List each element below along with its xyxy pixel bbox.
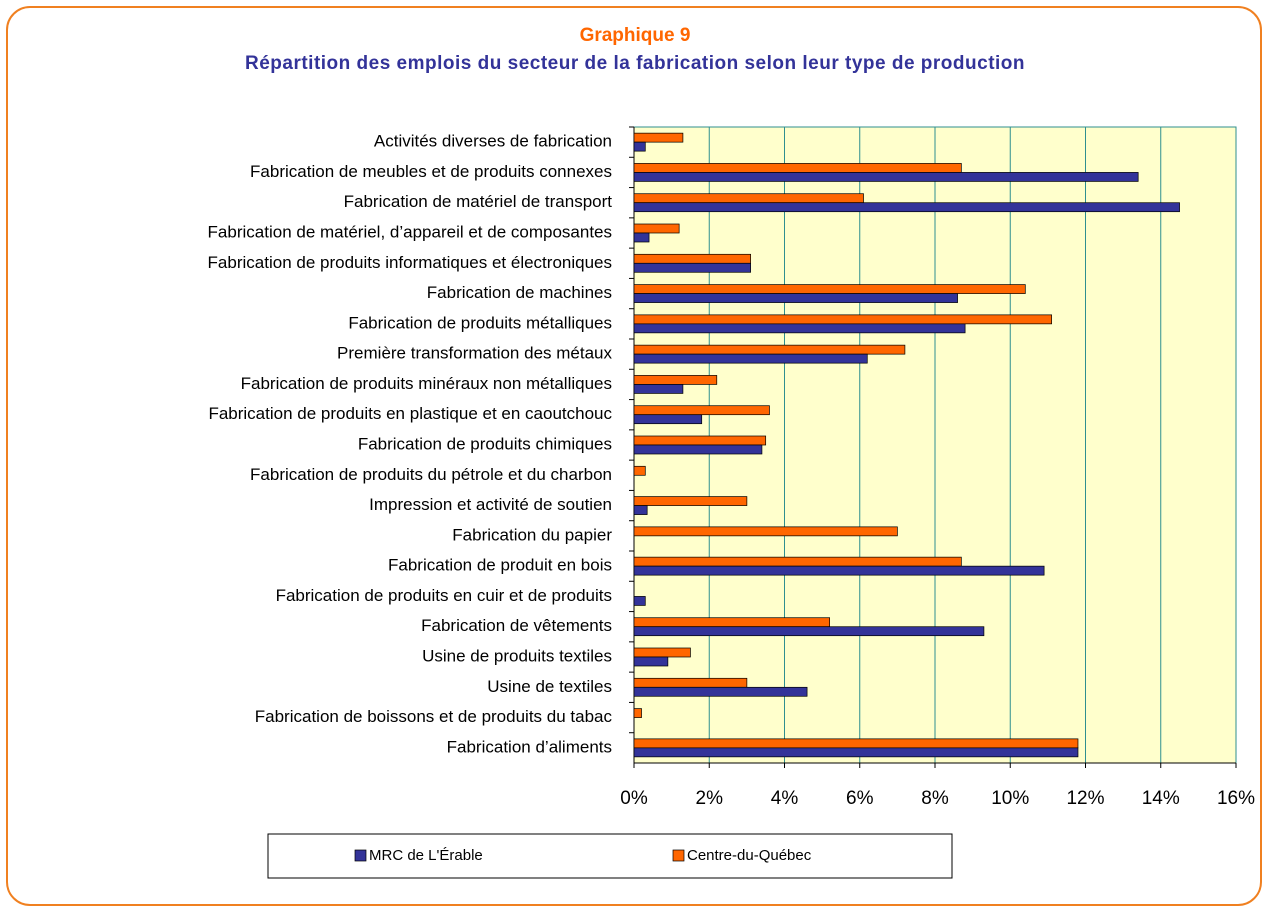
bar (633, 647, 691, 658)
bar (633, 596, 646, 606)
bar (633, 284, 1026, 294)
bar (633, 202, 1180, 213)
x-tick-label: 12% (1066, 788, 1104, 809)
legend-swatch (672, 849, 685, 862)
bar (633, 565, 1045, 576)
bar (633, 193, 864, 204)
bar (633, 465, 646, 476)
x-tick-label: 14% (1142, 788, 1180, 809)
bar (633, 375, 718, 385)
y-tick-label: Fabrication de machines (427, 283, 612, 302)
chart-subtitle: Répartition des emplois du secteur de la… (244, 53, 1026, 74)
y-tick-label: Impression et activité de soutien (369, 495, 612, 514)
x-tick-label: 2% (696, 788, 724, 809)
legend-swatch (354, 849, 367, 862)
y-tick-label: Fabrication du papier (452, 525, 612, 544)
bar (633, 223, 680, 234)
y-tick-label: Fabrication de matériel de transport (344, 192, 613, 211)
y-tick-label: Fabrication de produit en bois (388, 556, 612, 575)
x-tick-label: 0% (620, 788, 648, 809)
x-tick-label: 16% (1217, 788, 1255, 809)
bar (633, 738, 1079, 749)
chart: 0% 2% 4% 6% 8% 10% 12% 14% 16% Activités diverses… (208, 126, 1255, 879)
y-tick-label: Fabrication d’aliments (447, 737, 612, 756)
legend-box (267, 833, 953, 879)
bar (633, 262, 751, 273)
y-tick-label: Usine de textiles (487, 677, 612, 696)
y-tick-label: Fabrication de produits informatiques et… (208, 253, 612, 272)
y-tick-label: Fabrication de meubles et de produits co… (250, 162, 612, 181)
bar (633, 323, 966, 334)
bar (633, 253, 751, 264)
y-tick-label: Fabrication de produits minéraux non mét… (241, 374, 612, 393)
y-tick-label: Fabrication de boissons et de produits d… (255, 707, 613, 726)
bar (633, 314, 1052, 325)
chart-title: Graphique 9 (579, 25, 691, 46)
y-tick-label: Fabrication de produits en cuir et de pr… (276, 586, 612, 605)
bar (633, 677, 748, 688)
y-tick-label: Fabrication de produits du pétrole et du… (250, 465, 612, 484)
bar (633, 163, 962, 173)
bar (633, 405, 770, 416)
bar (633, 556, 962, 567)
y-tick-label: Fabrication de produits chimiques (358, 434, 612, 453)
bar (633, 626, 985, 637)
y-tick-label: Première transformation des métaux (337, 344, 612, 363)
bar (633, 444, 763, 455)
x-tick-label: 4% (771, 788, 799, 809)
y-tick-label: Activités diverses de fabrication (374, 132, 612, 151)
bar (633, 414, 703, 425)
bar (633, 747, 1079, 758)
bar (633, 708, 642, 718)
bar (633, 617, 830, 628)
x-tick-label: 6% (846, 788, 874, 809)
bar (633, 141, 646, 152)
legend-label: MRC de L'Érable (369, 847, 483, 864)
bar (633, 384, 684, 394)
bar (633, 686, 808, 697)
bar (633, 293, 958, 303)
page: {"chart_data": {"type": "hbar", "title":… (6, 6, 1262, 906)
y-tick-label: Fabrication de matériel, d’appareil et d… (208, 222, 612, 241)
y-tick-label: Fabrication de produits en plastique et … (208, 404, 612, 423)
bar (633, 172, 1139, 182)
x-tick-label: 8% (921, 788, 949, 809)
bar (633, 232, 650, 243)
bar (633, 435, 767, 446)
bar (633, 496, 748, 506)
x-tick-label: 10% (991, 788, 1029, 809)
legend-label: Centre-du-Québec (687, 847, 812, 864)
y-tick-label: Usine de produits textiles (422, 646, 612, 665)
y-tick-label: Fabrication de vêtements (421, 616, 612, 635)
bar (633, 526, 898, 537)
bar (633, 505, 648, 515)
y-tick-label: Fabrication de produits métalliques (348, 313, 612, 332)
bar (633, 656, 669, 667)
bar (633, 132, 684, 143)
bar (633, 344, 906, 355)
bar (633, 353, 868, 364)
